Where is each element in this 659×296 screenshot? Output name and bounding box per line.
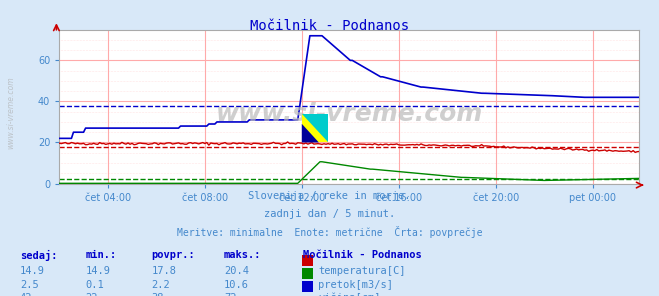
Text: 38: 38 xyxy=(152,293,164,296)
Text: www.si-vreme.com: www.si-vreme.com xyxy=(6,76,15,149)
Text: 22: 22 xyxy=(86,293,98,296)
Text: Slovenija / reke in morje.: Slovenija / reke in morje. xyxy=(248,191,411,201)
Text: Močilnik - Podnanos: Močilnik - Podnanos xyxy=(303,250,422,260)
Text: 14.9: 14.9 xyxy=(86,266,111,276)
Text: višina[cm]: višina[cm] xyxy=(318,293,381,296)
Text: www.si-vreme.com: www.si-vreme.com xyxy=(215,102,483,126)
Text: sedaj:: sedaj: xyxy=(20,250,57,261)
Text: 0.1: 0.1 xyxy=(86,280,104,290)
Text: maks.:: maks.: xyxy=(224,250,262,260)
Text: 14.9: 14.9 xyxy=(20,266,45,276)
Text: 17.8: 17.8 xyxy=(152,266,177,276)
Text: 2.5: 2.5 xyxy=(20,280,38,290)
Text: povpr.:: povpr.: xyxy=(152,250,195,260)
Text: 10.6: 10.6 xyxy=(224,280,249,290)
Text: Meritve: minimalne  Enote: metrične  Črta: povprečje: Meritve: minimalne Enote: metrične Črta:… xyxy=(177,226,482,239)
Text: 20.4: 20.4 xyxy=(224,266,249,276)
Text: zadnji dan / 5 minut.: zadnji dan / 5 minut. xyxy=(264,209,395,219)
Polygon shape xyxy=(302,124,319,142)
Text: 72: 72 xyxy=(224,293,237,296)
Text: Močilnik - Podnanos: Močilnik - Podnanos xyxy=(250,19,409,33)
Text: 2.2: 2.2 xyxy=(152,280,170,290)
Text: temperatura[C]: temperatura[C] xyxy=(318,266,406,276)
Polygon shape xyxy=(302,114,328,142)
Text: pretok[m3/s]: pretok[m3/s] xyxy=(318,280,393,290)
Text: 42: 42 xyxy=(20,293,32,296)
Bar xyxy=(302,114,328,142)
Text: min.:: min.: xyxy=(86,250,117,260)
